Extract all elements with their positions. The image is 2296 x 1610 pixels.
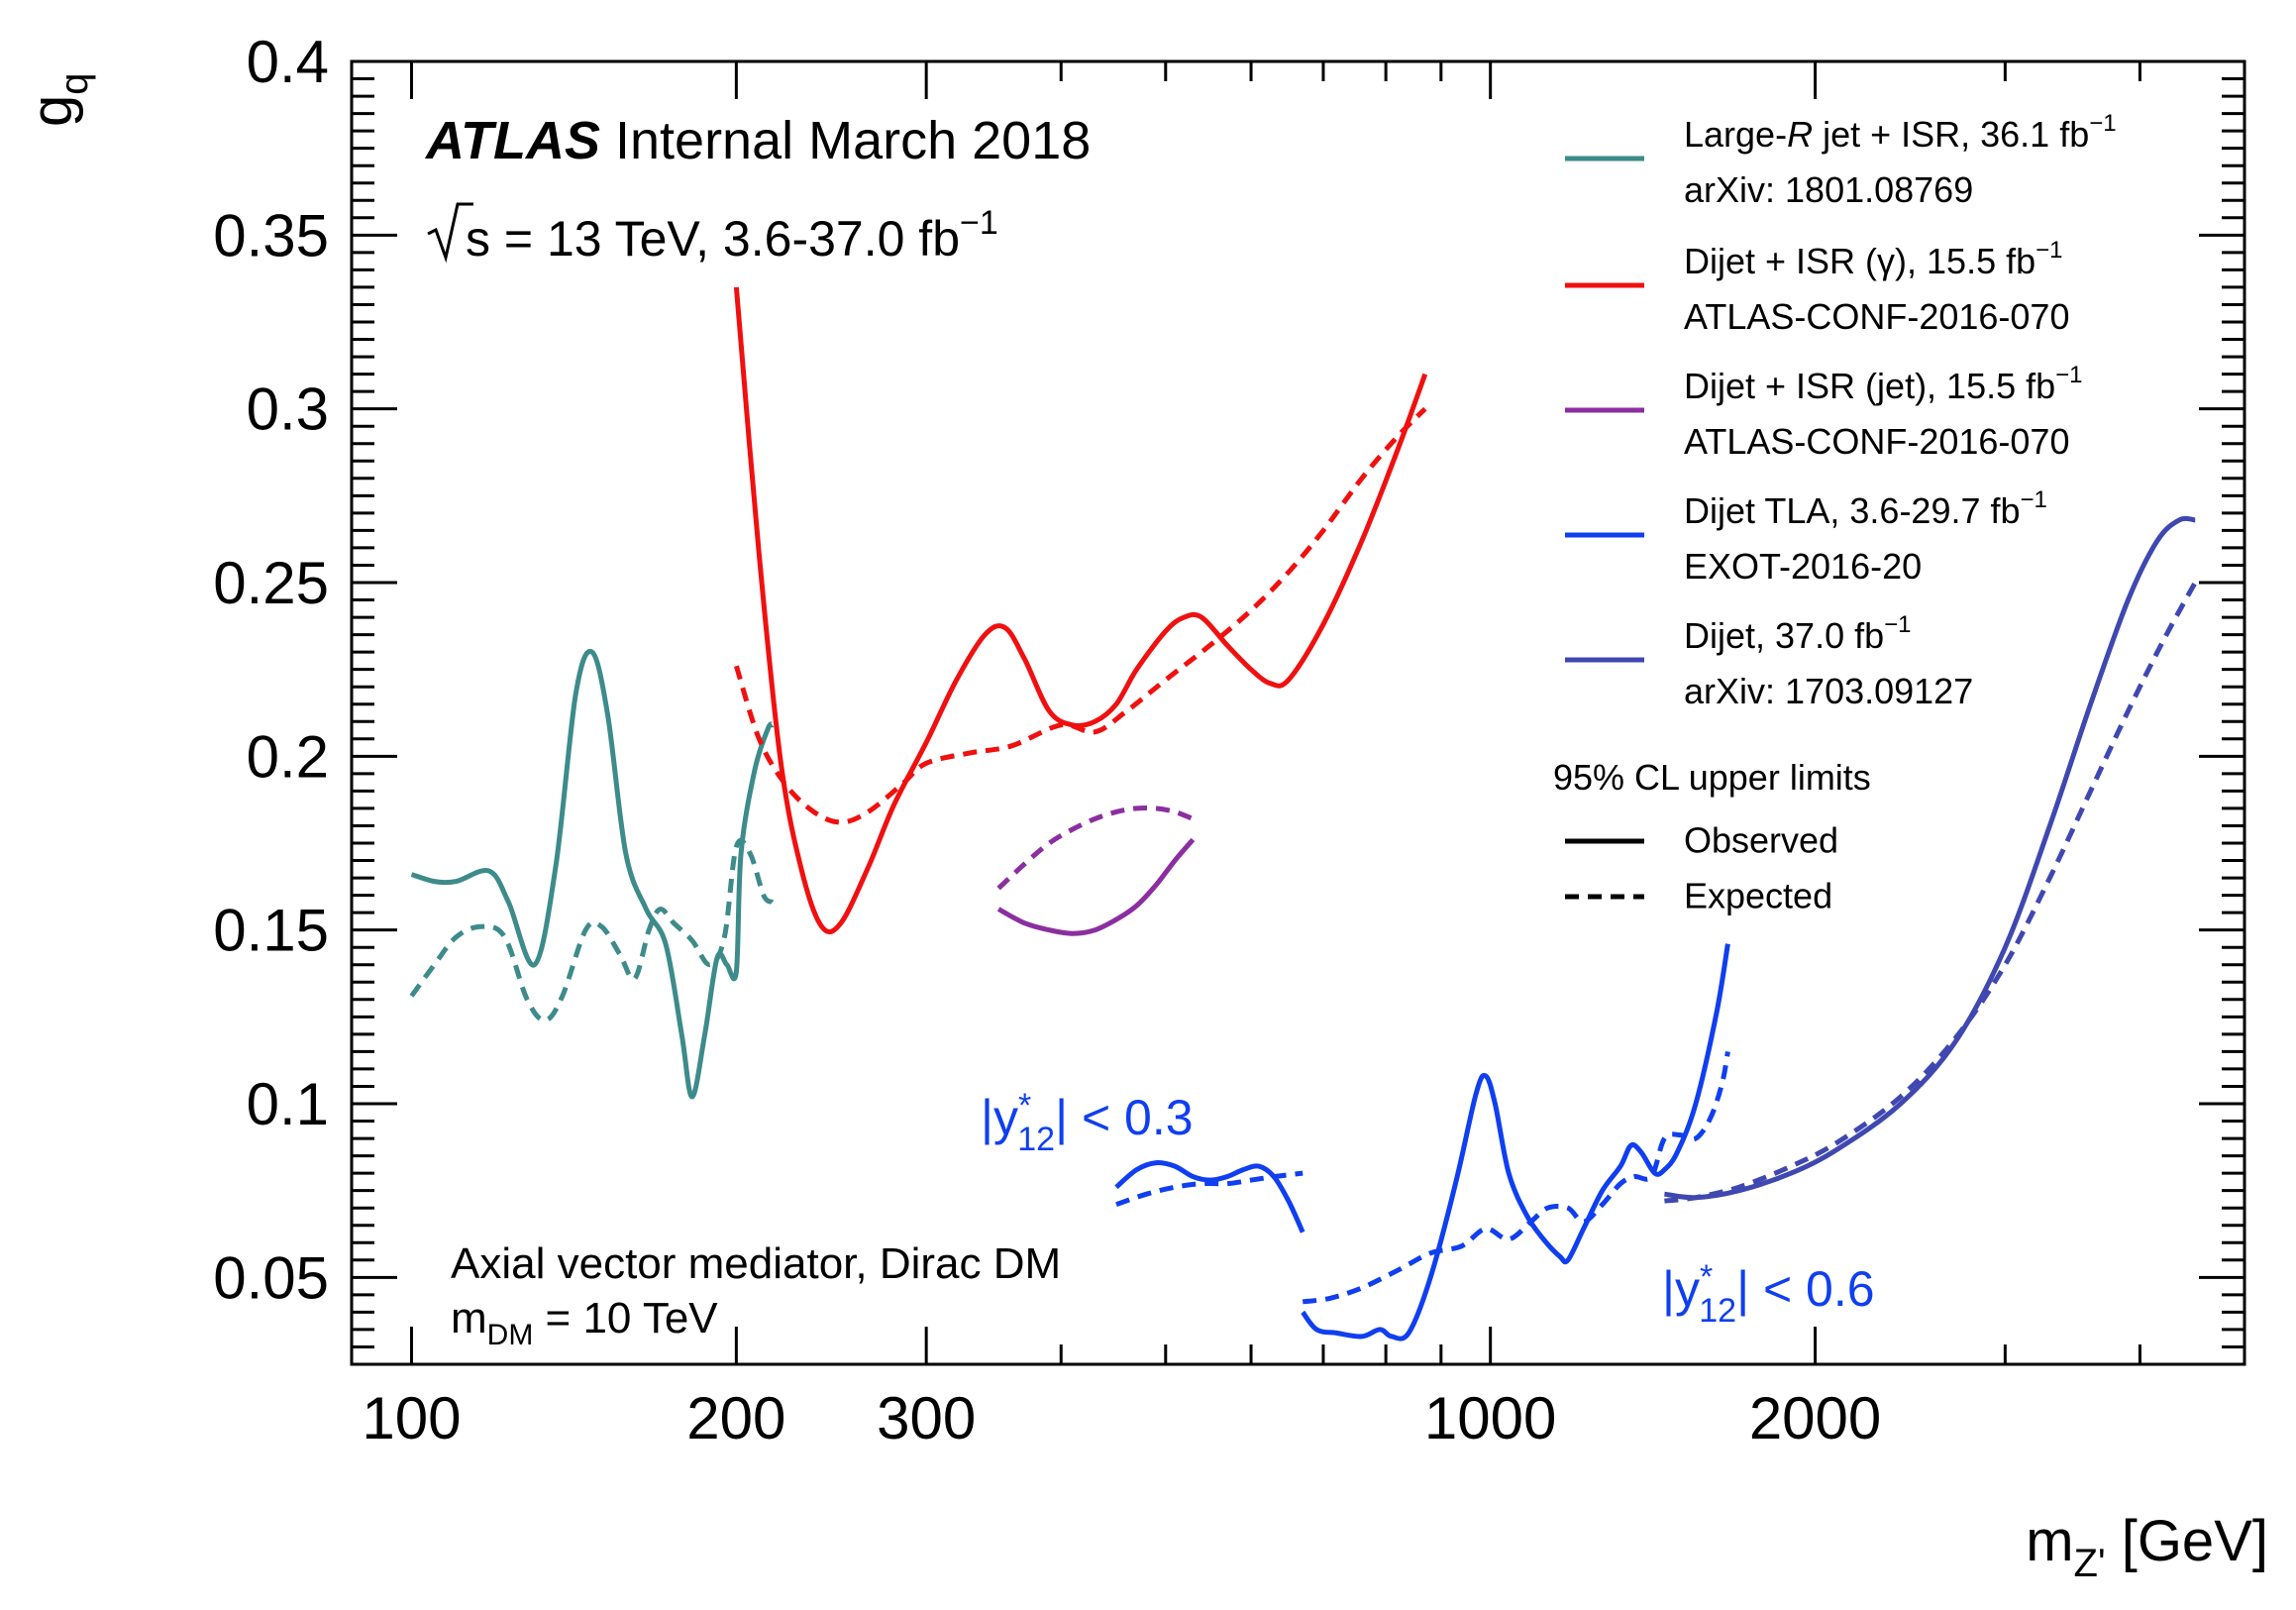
y-tick-label: 0.4 [247,29,329,95]
legend-entry-isr-gamma-line1: Dijet + ISR (γ), 15.5 fb−1 [1684,237,2063,281]
legend-entry-large-r-line2: arXiv: 1801.08769 [1684,169,1973,210]
series-large_r-expected [409,837,775,1023]
legend-cl-title: 95% CL upper limits [1553,757,1871,798]
model-label-line1: Axial vector mediator, Dirac DM [451,1239,1061,1288]
axis-tick-labels: 100 200 300 1000 2000 0.05 0.1 0.15 0.2 0.25 0.3 0.… [213,29,1881,1451]
atlas-header: ATLAS Internal March 2018 [424,111,1091,170]
y-tick-label: 0.25 [213,550,329,616]
annotation-rapidity-06: |y* 12| < 0.6 [1662,1258,1875,1330]
annotation-rapidity-03: |y* 12| < 0.3 [981,1087,1194,1158]
series-isr_gamma-observed [733,286,1428,935]
legend-observed-label: Observed [1684,820,1838,861]
series-large_r-observed [410,648,776,1100]
legend: Large-R jet + ISR, 36.1 fb−1 arXiv: 1801… [1553,110,2117,916]
series-isr_jet-observed [996,837,1196,936]
series-isr_jet-expected [996,805,1195,891]
axis-ticks [352,59,2246,1366]
series-tla_06-observed [1301,943,1730,1342]
y-tick-label: 0.3 [247,376,329,443]
legend-entry-isr-jet-line1: Dijet + ISR (jet), 15.5 fb−1 [1684,362,2083,406]
model-label-line2: mDM = 10 TeV [451,1294,718,1351]
energy-label: s = 13 TeV, 3.6-37.0 fb−1 [427,202,998,267]
x-tick-label: 2000 [1749,1385,1881,1451]
legend-entry-tla-line2: EXOT-2016-20 [1684,546,1922,587]
y-tick-label: 0.35 [213,202,329,268]
y-axis-title: gq [20,72,96,127]
sqrt-symbol [427,202,473,264]
x-tick-label: 300 [877,1385,976,1451]
legend-entry-isr-gamma-line2: ATLAS-CONF-2016-070 [1684,296,2069,337]
svg-text:s = 13 TeV, 3.6-37.0 fb−1: s = 13 TeV, 3.6-37.0 fb−1 [466,204,998,267]
legend-entry-isr-jet-line2: ATLAS-CONF-2016-070 [1684,421,2069,462]
y-tick-label: 0.1 [247,1071,329,1137]
x-tick-label: 1000 [1424,1385,1556,1451]
plot-frame [350,59,2246,1366]
legend-expected-label: Expected [1684,876,1832,916]
legend-entry-tla-line1: Dijet TLA, 3.6-29.7 fb−1 [1684,486,2047,531]
legend-entry-dijet-line2: arXiv: 1703.09127 [1684,671,1973,711]
series-tla_06-expected [1302,1050,1730,1305]
y-tick-label: 0.05 [213,1244,329,1311]
series-isr_gamma-expected [734,406,1427,825]
x-tick-label: 200 [686,1385,785,1451]
series-tla_03-expected [1115,1170,1304,1208]
legend-entry-large-r-line1: Large-R jet + ISR, 36.1 fb−1 [1684,110,2117,155]
series-dijet-observed [1664,515,2196,1201]
series-tla_03-observed [1114,1159,1305,1234]
x-axis-title: mZ' [GeV] [2026,1509,2268,1585]
legend-entry-dijet-line1: Dijet, 37.0 fb−1 [1684,611,1912,656]
series-dijet-expected [1664,581,2198,1204]
y-tick-label: 0.2 [247,723,329,790]
y-tick-label: 0.15 [213,898,329,964]
x-tick-label: 100 [362,1385,461,1451]
limit-curves [409,286,2198,1342]
